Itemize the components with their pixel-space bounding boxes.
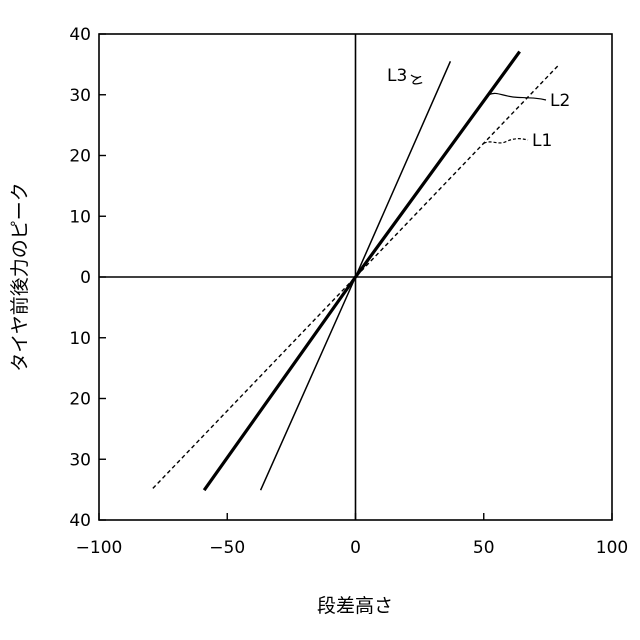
y-tick-label: 0	[80, 268, 91, 288]
x-tick-label: −50	[209, 538, 245, 558]
series-leader-l1	[484, 139, 528, 144]
x-tick-label: 0	[350, 538, 361, 558]
series-label-l3: L3	[387, 66, 407, 86]
x-tick-label: 50	[473, 538, 495, 558]
y-tick-label: 40	[69, 511, 91, 531]
series-leader-l2	[489, 93, 546, 100]
y-tick-label: 20	[69, 390, 91, 410]
x-axis-title: 段差高さ	[317, 595, 393, 617]
y-tick-label: 40	[69, 25, 91, 45]
y-axis-ticks: 40 30 20 10 0 10 20 30 40	[69, 25, 106, 531]
y-tick-label: 10	[69, 207, 91, 227]
y-axis-title: タイヤ前後力のピーク	[9, 182, 31, 371]
y-tick-label: 30	[69, 450, 91, 470]
y-tick-label: 20	[69, 147, 91, 167]
series-label-l2: L2	[550, 91, 570, 111]
x-tick-label: 100	[596, 538, 628, 558]
y-tick-label: 30	[69, 86, 91, 106]
series-label-l1: L1	[532, 131, 552, 151]
y-tick-label: 10	[69, 329, 91, 349]
series-leader-l3	[411, 75, 422, 84]
x-tick-label: −100	[76, 538, 123, 558]
